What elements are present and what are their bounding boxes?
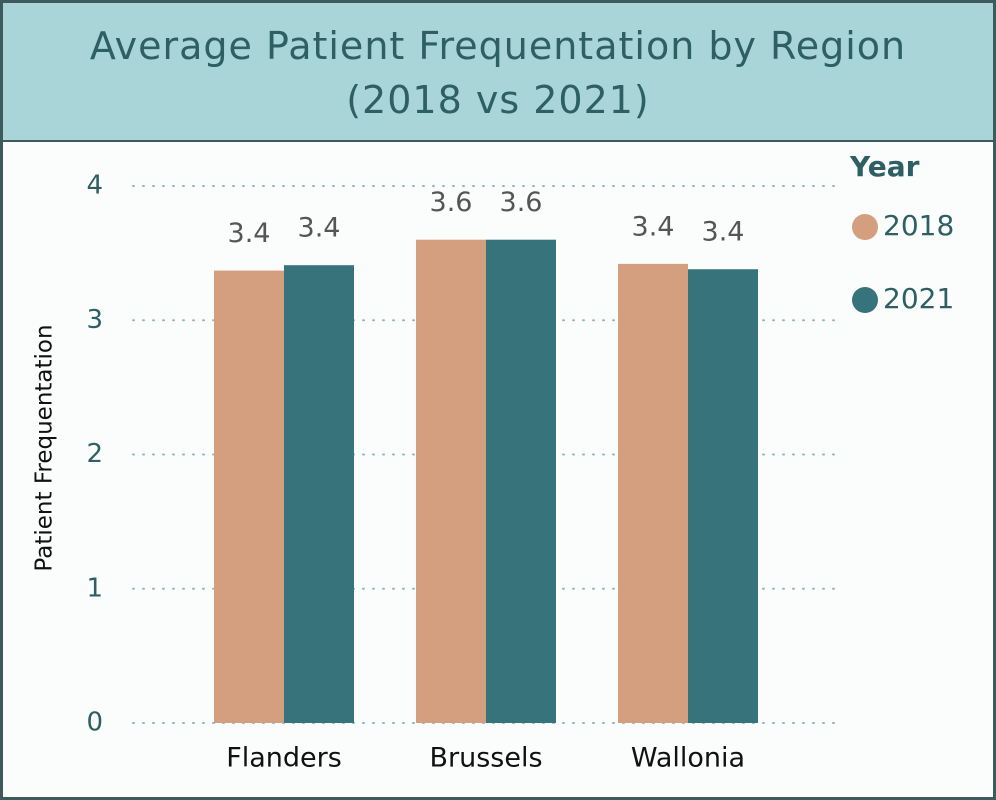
title-banner: Average Patient Frequentation by Region … <box>3 3 993 142</box>
legend-marker <box>852 214 878 240</box>
y-tick-label: 4 <box>86 171 103 201</box>
bar <box>618 263 688 723</box>
bar <box>284 265 354 723</box>
y-tick-label: 3 <box>86 305 103 335</box>
chart: Patient Frequentation Year 0 1 2 3 4 Flanders… <box>32 150 955 774</box>
bar <box>416 239 486 723</box>
legend-marker <box>852 287 878 313</box>
y-tick-label: 1 <box>86 573 103 603</box>
y-tick-label: 2 <box>86 439 103 469</box>
data-label: 3.4 <box>298 213 341 244</box>
legend-label: 2021 <box>883 282 954 315</box>
bar <box>486 239 556 723</box>
bar <box>214 270 284 723</box>
bar <box>688 269 758 723</box>
x-tick-label: Flanders <box>226 743 342 774</box>
legend-label: 2018 <box>883 209 954 242</box>
chart-title: Average Patient Frequentation by Region … <box>89 24 907 122</box>
x-tick-label: Brussels <box>429 743 542 774</box>
data-label: 3.6 <box>430 187 473 218</box>
legend-title: Year <box>849 150 920 183</box>
data-label: 3.4 <box>632 211 675 242</box>
data-label: 3.4 <box>702 217 745 248</box>
x-tick-label: Wallonia <box>631 743 745 774</box>
data-label: 3.4 <box>228 218 271 249</box>
y-axis-title: Patient Frequentation <box>32 324 58 571</box>
data-label: 3.6 <box>500 187 543 218</box>
y-tick-label: 0 <box>86 708 103 738</box>
